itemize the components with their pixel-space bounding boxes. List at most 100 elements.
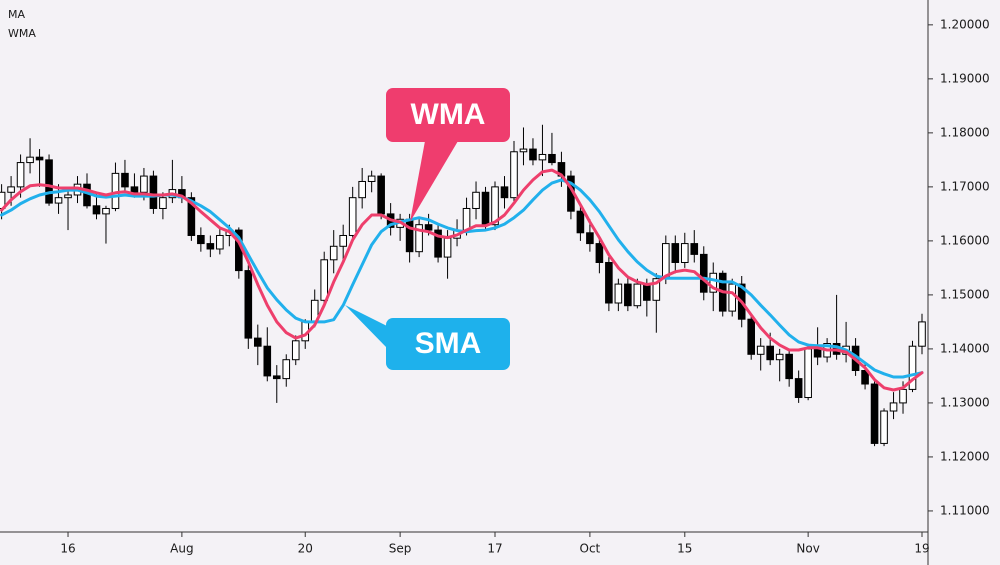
- candle-body: [26, 156, 34, 164]
- x-tick-label: Oct: [580, 542, 601, 556]
- candle-body: [918, 321, 926, 347]
- candle-body: [680, 243, 689, 263]
- y-tick-label: 1.12000: [940, 449, 990, 463]
- candle-body: [510, 151, 518, 199]
- x-tick-label: 16: [60, 542, 75, 556]
- candle-body: [121, 172, 129, 188]
- candle-body: [908, 345, 917, 390]
- candle-body: [794, 378, 803, 399]
- candle-body: [472, 191, 480, 209]
- candle-body: [367, 175, 376, 182]
- candle-body: [652, 278, 661, 301]
- callout-box: [386, 318, 510, 370]
- y-tick-label: 1.14000: [940, 341, 990, 355]
- candle-body: [253, 337, 262, 347]
- candle-body: [405, 218, 414, 253]
- y-tick-label: 1.18000: [940, 125, 990, 139]
- callout-pointer: [345, 305, 387, 348]
- y-tick-label: 1.17000: [940, 179, 990, 193]
- candle-body: [586, 232, 594, 245]
- candle-body: [443, 237, 452, 258]
- candle-body: [415, 224, 423, 253]
- candle-body: [880, 410, 888, 444]
- y-tick-label: 1.11000: [940, 503, 990, 517]
- x-tick-label: Nov: [796, 542, 819, 556]
- candle-body: [481, 191, 490, 226]
- candle-body: [709, 272, 718, 293]
- candle-body: [102, 207, 110, 215]
- candle-body: [538, 153, 547, 161]
- candle-body: [197, 234, 205, 245]
- x-tick-label: Aug: [170, 542, 193, 556]
- candle-body: [54, 197, 63, 204]
- candle-body: [291, 340, 300, 361]
- candle-body: [519, 148, 528, 153]
- candle-body: [263, 345, 272, 377]
- candle-body: [500, 186, 509, 199]
- candle-body: [244, 270, 253, 339]
- y-tick-label: 1.15000: [940, 287, 990, 301]
- candle-body: [595, 243, 604, 263]
- candle-body: [272, 375, 281, 380]
- candle-body: [766, 345, 774, 361]
- candle-body: [699, 253, 708, 293]
- candle-body: [140, 175, 148, 193]
- candle-body: [424, 224, 433, 231]
- ma-line: [0, 168, 924, 392]
- candle-body: [785, 353, 793, 380]
- candle-body: [339, 234, 347, 247]
- candle-body: [576, 210, 585, 234]
- x-tick-label: Sep: [389, 542, 412, 556]
- candle-body: [35, 156, 44, 161]
- candle-body: [813, 348, 822, 358]
- candle-body: [329, 245, 338, 261]
- legend-entry: WMA: [8, 27, 36, 40]
- candle-body: [462, 207, 471, 231]
- candle-body: [605, 261, 613, 304]
- candle-body: [348, 197, 357, 236]
- candle-body: [804, 348, 812, 399]
- candle-body: [548, 153, 556, 164]
- candle-body: [624, 283, 632, 307]
- x-tick-label: 20: [298, 542, 313, 556]
- candle-body: [756, 345, 765, 355]
- x-tick-label: 19: [914, 542, 929, 556]
- callout-pointer: [410, 141, 458, 222]
- candle-body: [529, 148, 537, 161]
- candle-body: [149, 175, 158, 209]
- candle-body: [111, 172, 120, 209]
- y-tick-label: 1.19000: [940, 71, 990, 85]
- candle-body: [671, 243, 680, 263]
- candle-body: [775, 353, 784, 361]
- candle-body: [282, 359, 291, 380]
- callout-label: WMA: [411, 98, 486, 131]
- candle-body: [187, 197, 196, 236]
- candle-body: [45, 159, 53, 204]
- candle-body: [206, 243, 215, 250]
- candle-body: [64, 194, 72, 199]
- candle-body: [130, 186, 139, 193]
- legend-entry: MA: [8, 8, 25, 21]
- x-tick-label: 17: [487, 542, 502, 556]
- candle-body: [491, 186, 499, 226]
- candle-body: [216, 234, 224, 250]
- callout-box: [386, 88, 510, 142]
- candle-body: [633, 283, 642, 307]
- y-tick-label: 1.16000: [940, 233, 990, 247]
- candle-body: [899, 388, 907, 404]
- candle-body: [747, 318, 756, 355]
- candle-body: [320, 259, 329, 301]
- candle-body: [358, 180, 366, 199]
- candle-body: [377, 175, 385, 215]
- candle-body: [92, 205, 101, 215]
- callout-label: SMA: [415, 327, 482, 360]
- y-tick-label: 1.13000: [940, 395, 990, 409]
- candle-body: [643, 283, 651, 301]
- x-tick-label: 15: [677, 542, 692, 556]
- candle-body: [16, 162, 25, 188]
- candle-body: [861, 370, 869, 385]
- candle-body: [159, 197, 167, 209]
- candle-body: [434, 229, 442, 258]
